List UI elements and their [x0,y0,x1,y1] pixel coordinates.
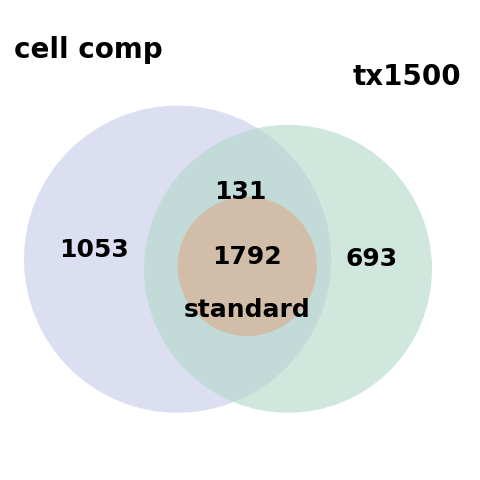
Circle shape [178,197,317,336]
Text: 131: 131 [214,180,266,204]
Text: cell comp: cell comp [14,36,163,64]
Circle shape [144,125,432,413]
Text: standard: standard [184,298,311,322]
Text: 1053: 1053 [59,238,129,262]
Text: tx1500: tx1500 [353,63,461,91]
Text: 1792: 1792 [212,245,282,269]
Text: 693: 693 [346,247,398,271]
Circle shape [24,106,331,413]
